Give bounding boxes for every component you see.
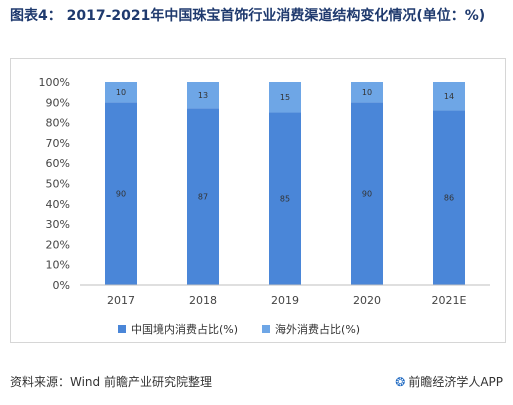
x-tick-label: 2017 [107, 294, 135, 307]
bar-value-label: 13 [198, 91, 208, 100]
bar-value-label: 86 [444, 194, 454, 203]
x-tick-label: 2019 [271, 294, 299, 307]
bar-value-label: 90 [362, 190, 372, 199]
legend-item-domestic: 中国境内消费占比(%) [118, 321, 238, 337]
bar-value-label: 90 [116, 190, 126, 199]
bar-value-label: 10 [362, 88, 372, 97]
legend-swatch-domestic [118, 325, 126, 333]
bar-segment [269, 112, 301, 285]
source-note: 资料来源：Wind 前瞻产业研究院整理 [10, 375, 212, 389]
legend-label-overseas: 海外消费占比(%) [275, 323, 361, 336]
legend-swatch-overseas [262, 325, 271, 333]
x-tick-label: 2020 [353, 294, 381, 307]
y-tick-label: 0% [53, 279, 70, 292]
bar-segment [433, 110, 465, 285]
legend-label-domestic: 中国境内消费占比(%) [131, 323, 239, 336]
brand-text: 前瞻经济学人APP [408, 375, 503, 389]
bar-value-label: 85 [280, 195, 290, 204]
bar-segment [351, 102, 383, 285]
bar-segment [187, 108, 219, 285]
bar-value-label: 87 [198, 193, 208, 202]
chart-frame [10, 58, 506, 343]
y-tick-label: 80% [46, 117, 70, 130]
y-tick-label: 70% [46, 137, 70, 150]
bar-segment [433, 82, 465, 111]
bar-value-label: 14 [444, 92, 454, 101]
y-tick-label: 30% [46, 218, 70, 231]
brand-logo-icon: ❂ [395, 375, 406, 389]
bar-segment [269, 82, 301, 113]
y-tick-label: 100% [39, 76, 70, 89]
y-tick-label: 60% [46, 157, 70, 170]
legend-item-overseas: 海外消费占比(%) [262, 321, 360, 337]
y-tick-label: 50% [46, 178, 70, 191]
bar-segment [105, 82, 137, 103]
y-tick-label: 20% [46, 238, 70, 251]
y-tick-label: 90% [46, 96, 70, 109]
y-tick-label: 40% [46, 198, 70, 211]
bar-value-label: 15 [280, 93, 290, 102]
brand-label: ❂ 前瞻经济学人APP [395, 373, 503, 390]
bar-value-label: 10 [116, 88, 126, 97]
bar-segment [187, 82, 219, 109]
x-tick-label: 2018 [189, 294, 217, 307]
y-tick-label: 10% [46, 259, 70, 272]
bar-segment [351, 82, 383, 103]
chart-legend: 中国境内消费占比(%) 海外消费占比(%) [118, 321, 360, 337]
bar-segment [105, 102, 137, 285]
x-tick-label: 2021E [432, 294, 467, 307]
chart-title: 图表4： 2017-2021年中国珠宝首饰行业消费渠道结构变化情况(单位：%) [10, 8, 486, 24]
